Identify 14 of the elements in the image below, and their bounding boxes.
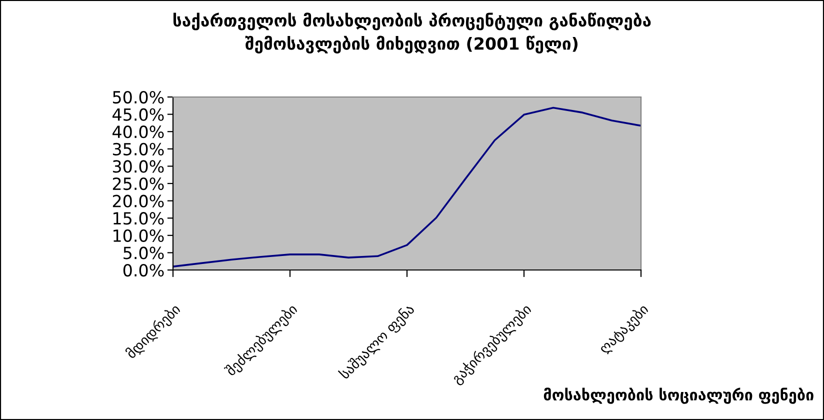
y-tick-label: 45.0% (112, 108, 164, 121)
y-tick-label: 5.0% (124, 246, 164, 260)
y-tick-label: 20.0% (112, 194, 164, 208)
y-tick-label: 35.0% (112, 142, 164, 156)
y-tick-label: 25.0% (112, 177, 164, 190)
chart-title: საქართველოს მოსახლეობის პროცენტული განაწილება შემოსავლების მიხედვით (2001 წელი) (174, 12, 651, 54)
x-axis-title: მოსახლეობის სოციალური ფენები (544, 388, 814, 404)
y-tick-label: 10.0% (114, 229, 164, 242)
y-tick-label: 50.0% (113, 90, 164, 104)
y-tick-label: 15.0% (114, 212, 164, 225)
y-tick-label: 40.0% (112, 126, 164, 138)
y-tick-label: 0.0% (123, 264, 164, 277)
y-tick-label: 30.0% (112, 160, 164, 173)
line-series (173, 106, 641, 268)
